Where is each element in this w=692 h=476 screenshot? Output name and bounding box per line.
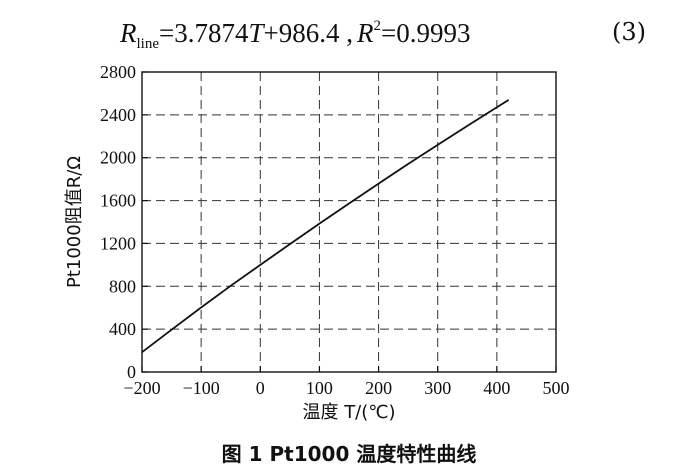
x-tick-label: 300 (424, 378, 451, 398)
y-axis-label: Pt1000阻值R/Ω (64, 156, 85, 288)
equation-number: (3) (612, 18, 646, 46)
x-tick-label: 0 (256, 378, 265, 398)
ticks (141, 71, 557, 373)
figure-caption: 图 1 Pt1000 温度特性曲线 (222, 442, 477, 466)
tick-labels: −200 −100 0 100 200 300 400 500 0 400 800 1200 1600 2… (100, 62, 570, 398)
equation-r: R (356, 18, 374, 48)
y-tick-label: 2000 (100, 148, 136, 168)
x-tick-label: −200 (123, 378, 160, 398)
y-tick-label: 1600 (100, 191, 136, 211)
y-tick-label: 400 (109, 319, 136, 339)
svg-text:Rline=3.7874T+986.4 ,R2=0.9993: Rline=3.7874T+986.4 , R2=0.9993 (119, 18, 470, 52)
x-axis-label: 温度 T/(℃) (302, 402, 395, 423)
y-tick-label: 2400 (100, 105, 136, 125)
equation-r-superscript: 2 (374, 18, 382, 34)
x-tick-label: 400 (483, 378, 510, 398)
x-tick-label: 500 (543, 378, 570, 398)
y-tick-label: 800 (109, 276, 136, 296)
equation-lhs-subscript: line (137, 36, 160, 52)
y-tick-label: 0 (127, 362, 136, 382)
equation-lhs: R (119, 18, 137, 48)
figure: −200 −100 0 100 200 300 400 500 0 400 800 1200 1600 2… (64, 62, 570, 466)
y-tick-label: 1200 (100, 233, 136, 253)
plot-frame (141, 71, 557, 373)
equation-variable-t: T (248, 18, 265, 48)
x-tick-label: 200 (365, 378, 392, 398)
x-tick-label: −100 (183, 378, 220, 398)
y-tick-label: 2800 (100, 62, 136, 82)
equation-constant: +986.4 , (264, 18, 353, 48)
grid (142, 72, 556, 372)
equation-coefficient: =3.7874 (159, 18, 249, 48)
equation-r-value: =0.9993 (381, 18, 470, 48)
series-line (141, 99, 510, 353)
x-tick-label: 100 (306, 378, 333, 398)
equation: Rline=3.7874T+986.4 , R2=0.9993 (3) (119, 18, 646, 52)
